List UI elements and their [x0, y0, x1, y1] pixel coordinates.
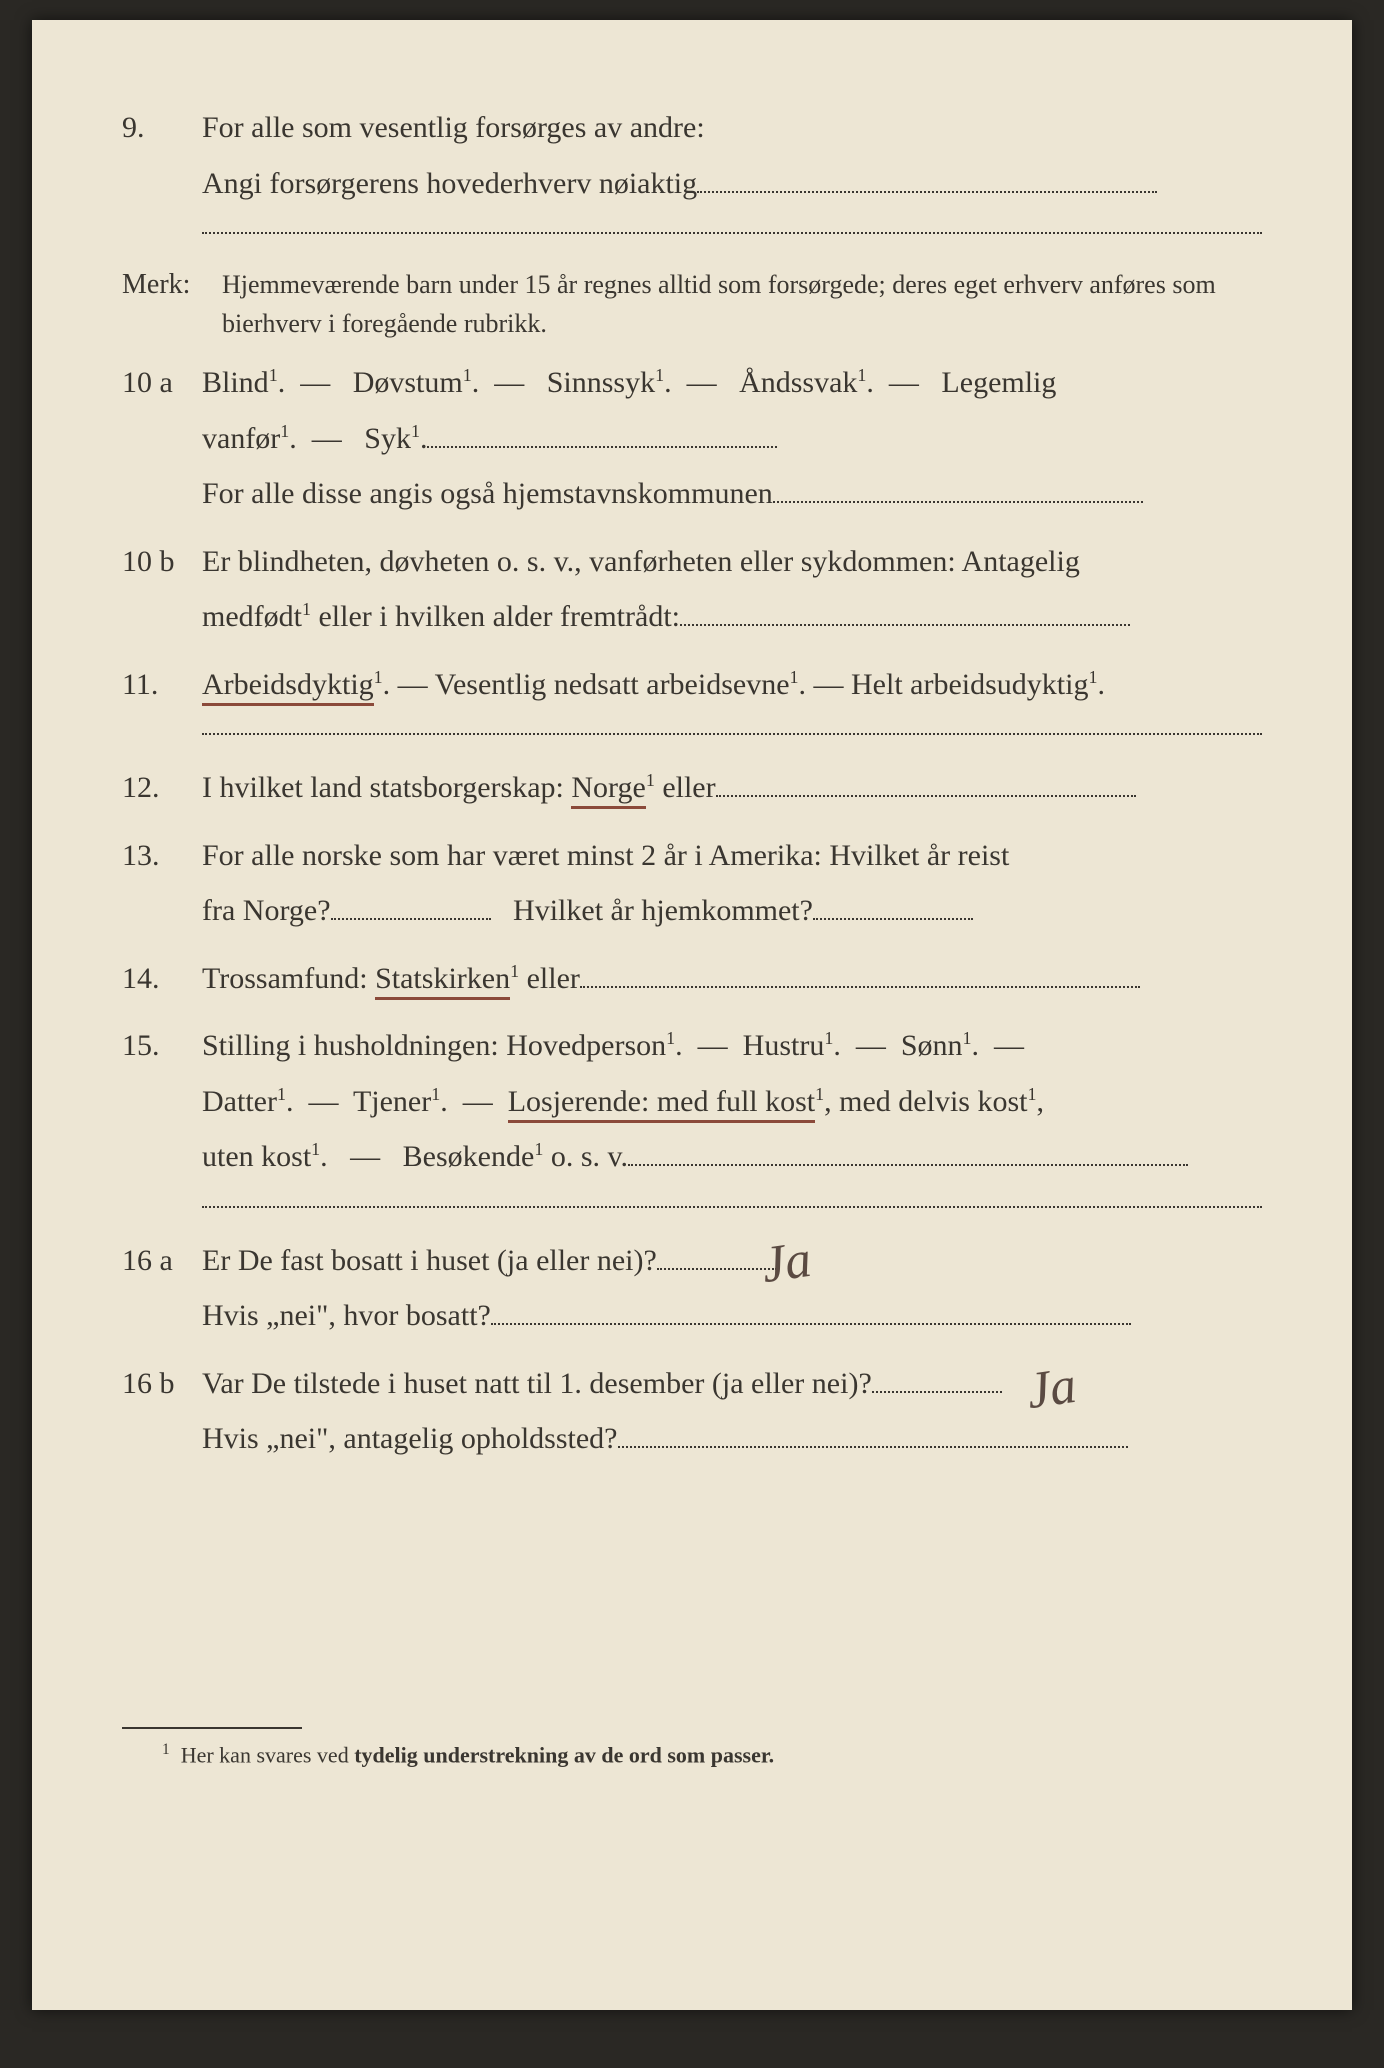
- q15-osv: o. s. v.: [551, 1140, 628, 1173]
- q10a-hjemstavn: For alle disse angis også hjemstavnskomm…: [202, 477, 773, 510]
- q10a-opt-syk: Syk: [364, 422, 411, 455]
- q13-number: 13.: [122, 828, 202, 884]
- q13-text-b: Hvilket år hjemkommet?: [513, 894, 813, 927]
- q10b-text-a: Er blindheten, døvheten o. s. v., vanfør…: [202, 545, 1080, 578]
- q11-opt-arbeidsdyktig: Arbeidsdyktig: [202, 668, 374, 706]
- q11-number: 11.: [122, 657, 202, 713]
- q15-fill: [628, 1164, 1188, 1166]
- q11-opt-nedsatt: Vesentlig nedsatt arbeidsevne: [435, 668, 790, 701]
- q16a-fill1: [657, 1268, 777, 1270]
- q16a-content: Er De fast bosatt i huset (ja eller nei)…: [202, 1233, 1262, 1344]
- q11-continuation-line: [202, 732, 1262, 735]
- q15-lead: Stilling i husholdningen:: [202, 1029, 506, 1062]
- q13-fill1: [331, 918, 491, 920]
- q15-opt-sonn: Sønn: [901, 1029, 963, 1062]
- q14-number: 14.: [122, 951, 202, 1007]
- question-14: 14. Trossamfund: Statskirken1 eller: [122, 951, 1262, 1007]
- q13-text-a: For alle norske som har været minst 2 år…: [202, 839, 1009, 872]
- q16b-fill2: [618, 1446, 1128, 1448]
- q14-content: Trossamfund: Statskirken1 eller: [202, 951, 1262, 1007]
- q14-text: Trossamfund:: [202, 962, 375, 995]
- q12-fill: [716, 795, 1136, 797]
- question-11: 11. Arbeidsdyktig1. — Vesentlig nedsatt …: [122, 657, 1262, 713]
- q9-line1: For alle som vesentlig forsørges av andr…: [202, 111, 705, 144]
- question-9: 9. For alle som vesentlig forsørges av a…: [122, 100, 1262, 211]
- q10a-opt-dovstum: Døvstum: [353, 366, 463, 399]
- q14-after: eller: [527, 962, 580, 995]
- question-16a: 16 a Er De fast bosatt i huset (ja eller…: [122, 1233, 1262, 1344]
- q11-content: Arbeidsdyktig1. — Vesentlig nedsatt arbe…: [202, 657, 1262, 713]
- q16a-fill2: [491, 1323, 1131, 1325]
- q13-fra-norge: fra Norge?: [202, 894, 331, 927]
- question-15: 15. Stilling i husholdningen: Hovedperso…: [122, 1018, 1262, 1185]
- census-form-page: 9. For alle som vesentlig forsørges av a…: [32, 20, 1352, 2010]
- q9-line2: Angi forsørgerens hovederhverv nøiaktig: [202, 167, 697, 200]
- q16b-text-a: Var De tilstede i huset natt til 1. dese…: [202, 1367, 872, 1400]
- q15-opt-tjener: Tjener: [353, 1085, 431, 1118]
- q9-number: 9.: [122, 100, 202, 156]
- q15-uten-kost: uten kost: [202, 1140, 311, 1173]
- q15-content: Stilling i husholdningen: Hovedperson1. …: [202, 1018, 1262, 1185]
- merk-text: Hjemmeværende barn under 15 år regnes al…: [222, 265, 1262, 343]
- q9-content: For alle som vesentlig forsørges av andr…: [202, 100, 1262, 211]
- q10a-opt-sinnssyk: Sinnssyk: [547, 366, 655, 399]
- q10b-text-b: eller i hvilken alder fremtrådt:: [318, 600, 680, 633]
- q16b-content: Var De tilstede i huset natt til 1. dese…: [202, 1356, 1262, 1467]
- footnote-marker: 1: [162, 1741, 170, 1758]
- q10b-content: Er blindheten, døvheten o. s. v., vanfør…: [202, 534, 1262, 645]
- q9-fill-line: [697, 191, 1157, 193]
- q16a-text-a: Er De fast bosatt i huset (ja eller nei)…: [202, 1244, 657, 1277]
- q9-continuation-line: [202, 231, 1262, 234]
- q14-fill: [580, 986, 1140, 988]
- q16a-number: 16 a: [122, 1233, 202, 1289]
- q10a-opt-andssvak: Åndssvak: [739, 366, 857, 399]
- q16b-text-b: Hvis „nei", antagelig opholdssted?: [202, 1422, 618, 1455]
- q10a-content: Blind1. — Døvstum1. — Sinnssyk1. — Åndss…: [202, 355, 1262, 522]
- footnote: 1 Her kan svares ved tydelig understrekn…: [122, 1741, 1262, 1768]
- merk-label: Merk:: [122, 259, 222, 311]
- footnote-rule: [122, 1727, 302, 1729]
- q15-delvis: , med delvis kost: [824, 1085, 1027, 1118]
- q15-opt-losjerende: Losjerende: med full kost: [508, 1085, 815, 1123]
- footnote-text-a: Her kan svares ved: [181, 1742, 355, 1767]
- q10a-number: 10 a: [122, 355, 202, 411]
- q11-opt-udyktig: Helt arbeidsudyktig: [851, 668, 1088, 701]
- q10b-fill: [680, 624, 1130, 626]
- q10a-fill1: [427, 446, 777, 448]
- note-merk: Merk: Hjemmeværende barn under 15 år reg…: [122, 259, 1262, 343]
- q16b-fill1: [872, 1391, 1002, 1393]
- q12-content: I hvilket land statsborgerskap: Norge1 e…: [202, 760, 1262, 816]
- q15-continuation-line: [202, 1205, 1262, 1208]
- question-10b: 10 b Er blindheten, døvheten o. s. v., v…: [122, 534, 1262, 645]
- q15-opt-hovedperson: Hovedperson: [506, 1029, 666, 1062]
- q10a-opt-legemlig: Legemlig: [941, 366, 1056, 399]
- q13-content: For alle norske som har været minst 2 år…: [202, 828, 1262, 939]
- q15-number: 15.: [122, 1018, 202, 1074]
- q10a-opt-vanfor: vanfør: [202, 422, 280, 455]
- q14-opt-statskirken: Statskirken: [375, 962, 510, 1000]
- q12-number: 12.: [122, 760, 202, 816]
- footnote-text-b: tydelig understrekning av de ord som pas…: [354, 1742, 774, 1767]
- q10b-number: 10 b: [122, 534, 202, 590]
- q15-besokende: Besøkende: [403, 1140, 535, 1173]
- question-12: 12. I hvilket land statsborgerskap: Norg…: [122, 760, 1262, 816]
- q13-fill2: [813, 918, 973, 920]
- question-10a: 10 a Blind1. — Døvstum1. — Sinnssyk1. — …: [122, 355, 1262, 522]
- question-16b: 16 b Var De tilstede i huset natt til 1.…: [122, 1356, 1262, 1467]
- q12-opt-norge: Norge: [571, 771, 645, 809]
- q15-opt-hustru: Hustru: [743, 1029, 825, 1062]
- q15-opt-datter: Datter: [202, 1085, 277, 1118]
- q10a-opt-blind: Blind: [202, 366, 269, 399]
- q16a-text-b: Hvis „nei", hvor bosatt?: [202, 1299, 491, 1332]
- q12-after: eller: [662, 771, 715, 804]
- q16b-number: 16 b: [122, 1356, 202, 1412]
- q10a-fill2: [773, 501, 1143, 503]
- q10b-medfodt: medfødt: [202, 600, 302, 633]
- q12-text: I hvilket land statsborgerskap:: [202, 771, 571, 804]
- question-13: 13. For alle norske som har været minst …: [122, 828, 1262, 939]
